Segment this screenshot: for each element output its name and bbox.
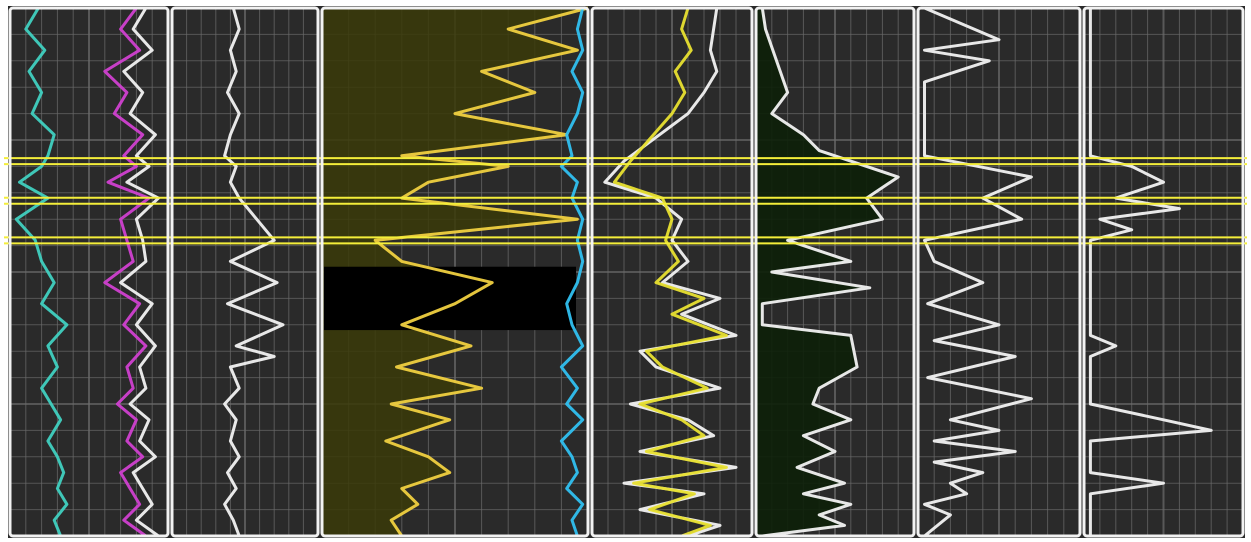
track-3-series-2 xyxy=(559,7,585,537)
track-3-gap xyxy=(324,266,576,331)
track-1-series-3 xyxy=(119,7,160,538)
track-3-border xyxy=(320,6,590,538)
track-1-border xyxy=(8,6,170,538)
track-5-series-1 xyxy=(760,7,900,538)
track-1-series-1 xyxy=(14,7,69,537)
track-2-border xyxy=(170,6,320,538)
track-6-series-1 xyxy=(923,6,1033,538)
track-7-series-1 xyxy=(1088,8,1213,536)
track-5-border xyxy=(754,6,916,538)
track-4-series-2 xyxy=(612,7,728,538)
track-3-series-1 xyxy=(373,6,589,537)
track-7-border xyxy=(1082,6,1245,538)
track-4-border xyxy=(590,6,754,538)
track-1-series-2 xyxy=(103,7,151,538)
track-6-border xyxy=(916,6,1082,538)
track-2-series-1 xyxy=(223,7,285,537)
track-5-fill xyxy=(756,8,899,536)
